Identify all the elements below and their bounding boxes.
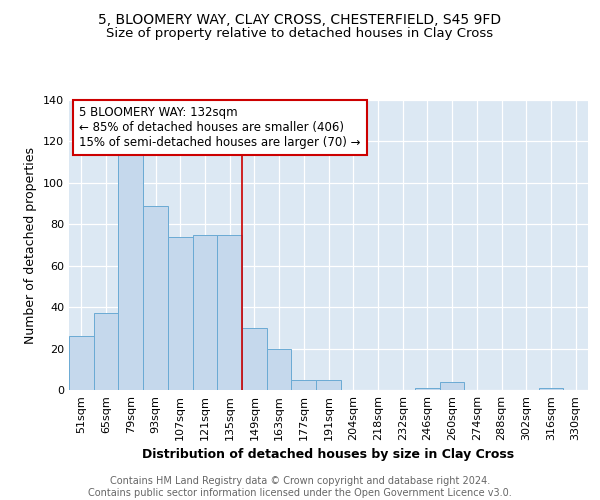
Bar [267,348,292,390]
Text: 5, BLOOMERY WAY, CLAY CROSS, CHESTERFIELD, S45 9FD: 5, BLOOMERY WAY, CLAY CROSS, CHESTERFIEL… [98,12,502,26]
Bar [94,314,118,390]
Bar [143,206,168,390]
Bar [118,146,143,390]
Bar [168,236,193,390]
Bar [539,388,563,390]
Text: 5 BLOOMERY WAY: 132sqm
← 85% of detached houses are smaller (406)
15% of semi-de: 5 BLOOMERY WAY: 132sqm ← 85% of detached… [79,106,361,149]
Bar [440,382,464,390]
Text: Size of property relative to detached houses in Clay Cross: Size of property relative to detached ho… [106,28,494,40]
Bar [217,234,242,390]
Text: Contains HM Land Registry data © Crown copyright and database right 2024.
Contai: Contains HM Land Registry data © Crown c… [88,476,512,498]
Bar [415,388,440,390]
Bar [292,380,316,390]
Bar [316,380,341,390]
Bar [69,336,94,390]
X-axis label: Distribution of detached houses by size in Clay Cross: Distribution of detached houses by size … [142,448,515,462]
Bar [193,234,217,390]
Bar [242,328,267,390]
Y-axis label: Number of detached properties: Number of detached properties [25,146,37,344]
